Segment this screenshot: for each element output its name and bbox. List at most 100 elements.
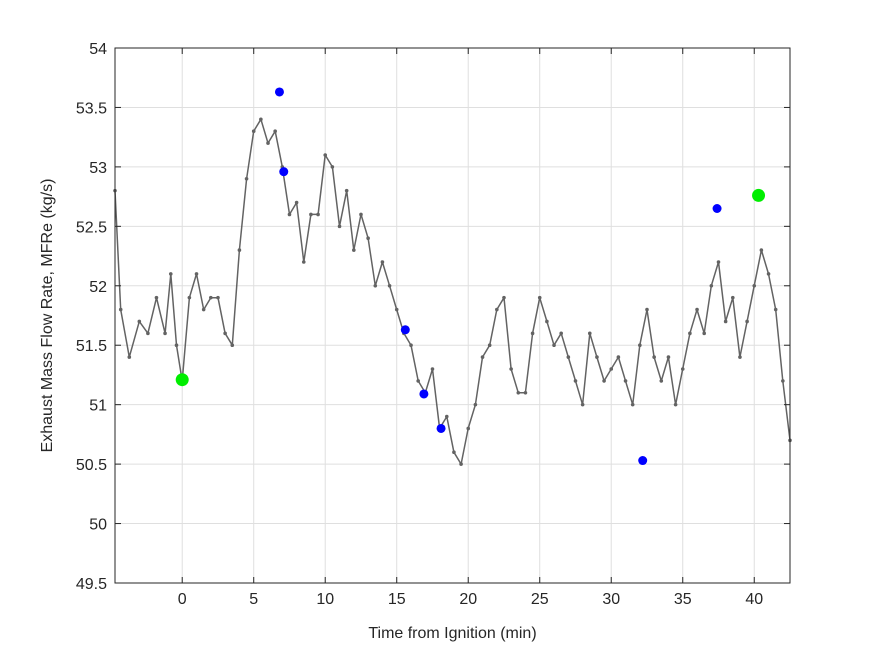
trace-point (259, 117, 263, 122)
x-tick-label: 25 (531, 591, 549, 608)
trace-point (330, 165, 335, 169)
trace-point (573, 379, 578, 383)
trace-point (752, 283, 757, 288)
y-tick-label: 50 (89, 517, 107, 534)
trace-point (652, 355, 656, 359)
trace-point (466, 426, 471, 431)
trace-point (359, 212, 363, 217)
trace-point (559, 331, 563, 336)
trace-point (201, 307, 206, 312)
trace-point (509, 367, 513, 371)
y-tick-label: 53 (89, 160, 107, 177)
plot-frame (114, 47, 791, 584)
trace-point (695, 307, 699, 312)
trace-point (223, 331, 227, 336)
trace-point (638, 343, 642, 348)
trace-point (716, 260, 721, 264)
trace-point (709, 283, 714, 288)
trace-point (609, 367, 614, 371)
y-tick-label: 53.5 (76, 100, 107, 117)
trace-point (459, 462, 463, 466)
trace-point (127, 355, 132, 359)
trace-point (194, 272, 199, 276)
blue-marker-point (400, 325, 410, 335)
trace-point (394, 307, 399, 312)
trace-point (616, 355, 621, 359)
trace-point (759, 248, 764, 252)
trace-point (480, 355, 485, 359)
trace-point (666, 355, 671, 359)
trace-point (730, 295, 735, 300)
y-axis-label: Exhaust Mass Flow Rate, MFRe (kg/s) (39, 179, 56, 453)
trace-point (630, 402, 635, 407)
green-endpoint-marker (175, 373, 189, 387)
trace-point (516, 390, 521, 395)
series-layer (113, 87, 792, 466)
trace-point (781, 379, 785, 383)
trace-point (673, 402, 678, 407)
trace-point (659, 379, 664, 383)
trace-point (688, 331, 692, 336)
trace-point (380, 260, 385, 264)
trace-point (137, 319, 142, 324)
trace-point (552, 343, 556, 348)
x-tick-label: 40 (745, 591, 763, 608)
trace-point (487, 343, 492, 348)
y-tick-label: 52.5 (76, 219, 107, 236)
trace-point (352, 248, 356, 252)
trace-point (209, 295, 213, 300)
green-endpoint-marker (752, 188, 766, 202)
trace-point (566, 355, 571, 359)
trace-point (251, 129, 256, 134)
trace-point (387, 283, 392, 288)
trace-point (337, 224, 342, 229)
blue-marker-point (279, 167, 289, 177)
blue-marker-point (436, 423, 446, 433)
trace-point (602, 379, 606, 383)
y-tick-label: 50.5 (76, 457, 107, 474)
trace-point (154, 295, 159, 300)
trace-point (216, 295, 220, 300)
trace-point (174, 343, 179, 348)
trace-point (163, 331, 167, 336)
trace-point (745, 319, 749, 324)
trace-point (502, 295, 506, 300)
trace-point (580, 402, 585, 407)
trace-point (294, 200, 299, 205)
trace-point (366, 236, 370, 241)
trace-point (766, 272, 771, 276)
trace-point (244, 176, 249, 181)
blue-marker-point (638, 456, 648, 466)
grid (115, 47, 790, 584)
trace-point (273, 129, 277, 134)
trace-point (430, 367, 435, 371)
blue-marker-point (712, 204, 722, 213)
trace-point (587, 331, 592, 336)
y-tick-label: 49.5 (76, 576, 107, 593)
trace-point (187, 295, 192, 300)
trace-point (645, 307, 649, 312)
trace-point (230, 343, 235, 348)
trace-point (680, 367, 685, 371)
trace-point (416, 379, 420, 383)
trace-point (530, 331, 535, 336)
trace-point (473, 402, 478, 407)
trace-point (523, 390, 528, 395)
trace-point (301, 260, 306, 264)
trace-point (495, 307, 499, 312)
x-tick-label: 0 (178, 591, 187, 608)
trace-point (344, 188, 349, 193)
trace-point (545, 319, 549, 324)
plot-area (115, 48, 790, 583)
x-tick-label: 15 (388, 591, 406, 608)
trace-point (623, 379, 628, 383)
trace-point (444, 414, 449, 419)
trace-point (595, 355, 599, 359)
trace-point (237, 248, 242, 252)
trace-point (266, 141, 270, 145)
trace-point (118, 307, 123, 312)
x-tick-label: 20 (459, 591, 477, 608)
trace-point (702, 331, 706, 336)
blue-marker-point (419, 389, 429, 399)
